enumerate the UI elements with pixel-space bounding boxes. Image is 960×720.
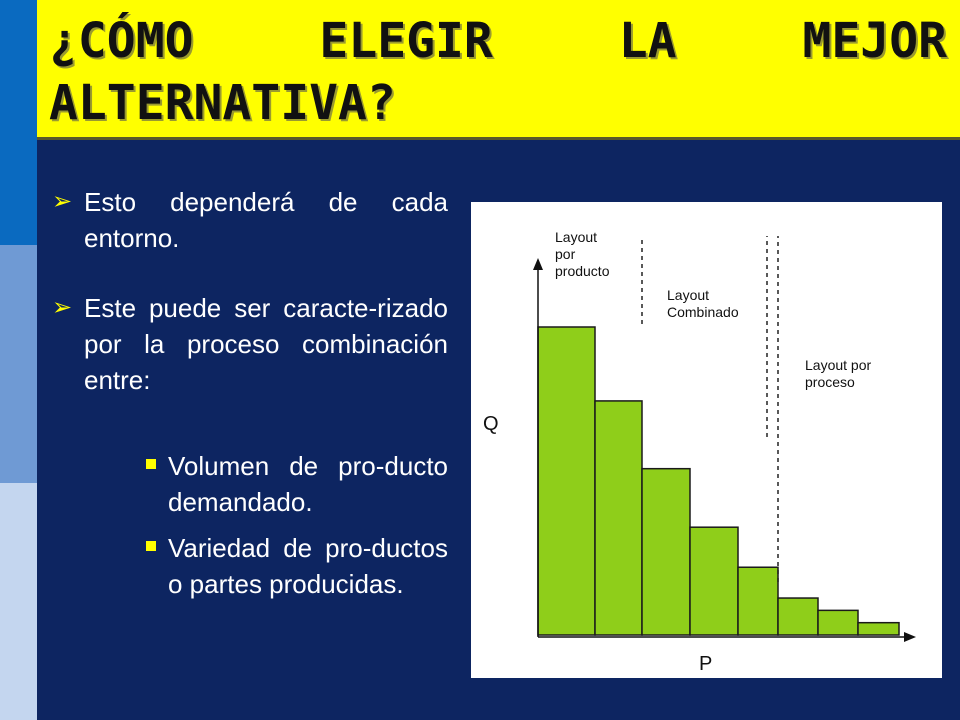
zone-label: por xyxy=(555,246,576,262)
layout-chart-svg: Q P LayoutporproductoLayoutCombinadoLayo… xyxy=(483,229,916,675)
zone-label: proceso xyxy=(805,374,855,390)
bullet-text: Este puede ser caracte-rizado por la pro… xyxy=(84,293,448,395)
y-axis-arrow-icon xyxy=(533,258,543,270)
chart-bar xyxy=(594,400,643,636)
chart-bar xyxy=(641,467,691,636)
chart-bar xyxy=(737,566,779,636)
zone-label: producto xyxy=(555,263,610,279)
bullet-list: ➢ Esto dependerá de cada entorno. ➢ Este… xyxy=(50,184,448,602)
y-axis-label: Q xyxy=(483,413,499,435)
bullet-item: ➢ Este puede ser caracte-rizado por la p… xyxy=(50,290,448,398)
zone-label: Layout por xyxy=(805,357,871,373)
sub-bullet-item: Volumen de pro-ducto demandado. xyxy=(50,448,448,520)
zone-label: Layout xyxy=(667,287,709,303)
slide-title: ¿CÓMO ELEGIR LA MEJOR ALTERNATIVA? xyxy=(49,13,947,131)
x-axis-arrow-icon xyxy=(904,632,916,642)
chart-bar xyxy=(689,526,739,636)
sub-bullet-item: Variedad de pro-ductos o partes producid… xyxy=(50,530,448,602)
chart-bar xyxy=(537,326,596,636)
left-strip-middle xyxy=(0,245,37,483)
chart-bar xyxy=(857,621,900,636)
left-strip-bottom xyxy=(0,483,37,720)
bullet-text: Esto dependerá de cada entorno. xyxy=(84,187,448,253)
sub-bullet-text: Volumen de pro-ducto demandado. xyxy=(168,451,448,517)
zone-label: Combinado xyxy=(667,304,739,320)
title-banner: ¿CÓMO ELEGIR LA MEJOR ALTERNATIVA? xyxy=(37,0,960,140)
chart-bar xyxy=(777,597,819,636)
arrow-bullet-icon: ➢ xyxy=(52,188,73,215)
x-axis-label: P xyxy=(699,653,712,675)
layout-chart: Q P Layout por producto Layout Combinado Layo… xyxy=(471,202,942,678)
square-bullet-icon xyxy=(146,541,156,551)
chart-bar xyxy=(817,609,859,636)
sub-bullet-text: Variedad de pro-ductos o partes producid… xyxy=(168,533,448,599)
square-bullet-icon xyxy=(146,459,156,469)
bullet-item: ➢ Esto dependerá de cada entorno. xyxy=(50,184,448,256)
zone-label: Layout xyxy=(555,229,597,245)
left-strip-top xyxy=(0,0,37,245)
arrow-bullet-icon: ➢ xyxy=(52,294,73,321)
